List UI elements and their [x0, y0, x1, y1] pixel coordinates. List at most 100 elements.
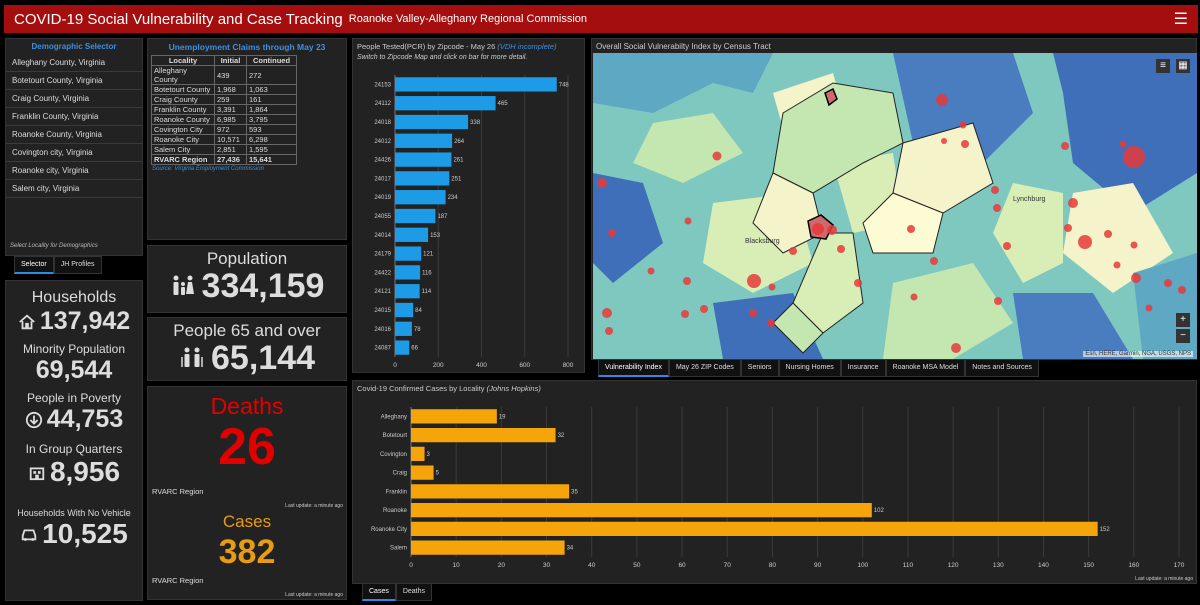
locality-item[interactable]: Salem city, Virginia [6, 180, 142, 198]
table-header-row: Locality Initial Continued [151, 55, 297, 66]
demographic-selector-panel: Demographic Selector Alleghany County, V… [5, 38, 143, 256]
locality-item[interactable]: Covington city, Virginia [6, 144, 142, 162]
minority-value: 69,544 [35, 356, 113, 384]
locality-item[interactable]: Roanoke County, Virginia [6, 126, 142, 144]
x-tick-label: 170 [1174, 562, 1185, 569]
y-tick-label: Covington [380, 452, 407, 458]
locality-item[interactable]: Alleghany County, Virginia [6, 54, 142, 72]
tab-deaths[interactable]: Deaths [395, 583, 433, 601]
x-tick-label: 600 [519, 362, 530, 369]
group-quarters-value: 8,956 [49, 456, 121, 487]
people-65-value-row: 65,144 [148, 341, 346, 375]
vulnerability-map[interactable]: Blacksburg Lynchburg [593, 53, 1197, 359]
zoom-out-button[interactable]: − [1176, 329, 1190, 343]
tab-cases[interactable]: Cases [362, 583, 396, 601]
locality-item[interactable]: Roanoke city, Virginia [6, 162, 142, 180]
table-row: Craig County 259 161 [151, 94, 297, 105]
tab-seniors[interactable]: Seniors [740, 359, 779, 377]
x-tick-label: 110 [903, 562, 914, 569]
column-header: Continued [246, 55, 297, 66]
x-tick-label: 800 [563, 362, 574, 369]
table-row: Roanoke City 10,571 6,298 [151, 134, 297, 145]
poverty-label: People in Poverty [26, 391, 122, 405]
no-vehicle-value: 10,525 [42, 518, 128, 549]
cases-chart-title: Covid-19 Confirmed Cases by Locality [357, 384, 485, 393]
tab-notes-and-sources[interactable]: Notes and Sources [965, 359, 1039, 377]
tested-bar-chart: 0 200 400 600 800 24153 748 24112 465 24018 338 240… [374, 75, 574, 369]
unemployment-table: Locality Initial Continued Alleghany Cou… [151, 55, 297, 165]
x-tick-label: 120 [948, 562, 959, 569]
tested-title: People Tested(PCR) by Zipcode - May 26 [357, 42, 496, 51]
deaths-label: Deaths [210, 393, 284, 419]
bar [395, 77, 557, 92]
cell-locality: Alleghany County [151, 65, 215, 85]
y-tick-label: Botetourt [383, 433, 408, 439]
x-tick-label: 400 [476, 362, 487, 369]
cases-tabs: Cases Deaths [362, 583, 433, 601]
bar [395, 265, 421, 280]
app-title: COVID-19 Social Vulnerability and Case T… [14, 10, 343, 28]
data-label: 3 [427, 452, 431, 458]
x-tick-label: 60 [678, 562, 686, 569]
bar [395, 152, 452, 167]
layers-icon[interactable]: ≡ [1156, 59, 1170, 73]
column-header: Locality [151, 55, 215, 66]
population-panel: Population 334,159 [147, 245, 347, 313]
tab-vulnerability-index[interactable]: Vulnerability Index [598, 359, 669, 377]
building-icon [29, 467, 45, 481]
table-row: Alleghany County 439 272 [151, 65, 297, 85]
bar [395, 302, 414, 318]
tab-jh-profiles[interactable]: JH Profiles [53, 256, 102, 274]
cases-chart-source: (Johns Hopkins) [486, 384, 541, 393]
deaths-cases-panel: Deaths 26 RVARC Region Last update: a mi… [147, 386, 347, 600]
cell-locality: Roanoke City [151, 134, 215, 145]
cell-locality: Craig County [151, 94, 215, 105]
locality-item[interactable]: Botetourt County, Virginia [6, 72, 142, 90]
data-label: 66 [411, 346, 418, 352]
people-65-value: 65,144 [211, 339, 315, 377]
y-tick-label: Franklin [386, 489, 407, 495]
tab-roanoke-msa-model[interactable]: Roanoke MSA Model [885, 359, 966, 377]
cases-chart-last-update: Last update: a minute ago [1135, 576, 1193, 582]
menu-icon[interactable]: ☰ [1173, 11, 1188, 28]
bar [411, 503, 872, 518]
arrow-down-circle-icon [25, 411, 42, 428]
tested-by-zipcode-panel: People Tested(PCR) by Zipcode - May 26 (… [352, 38, 585, 373]
zoom-in-button[interactable]: + [1176, 313, 1190, 327]
map-title: Overall Social Vulnerabilty Index by Cen… [596, 42, 771, 51]
bar [411, 540, 565, 555]
unemployment-source: Source: Virginia Employment Commission [152, 166, 264, 172]
data-label: 116 [422, 270, 432, 276]
cases-value: 382 [218, 533, 276, 571]
map-label-lynchburg: Lynchburg [1013, 196, 1046, 203]
qr-code-icon[interactable]: ▦ [1176, 59, 1190, 73]
no-vehicle-value-row: 10,525 [6, 518, 142, 550]
app-header: COVID-19 Social Vulnerability and Case T… [4, 5, 1198, 33]
bar [411, 465, 434, 480]
cell-locality: RVARC Region [151, 154, 215, 165]
y-tick-label: 24012 [374, 139, 391, 145]
population-value: 334,159 [201, 267, 325, 305]
data-label: 102 [874, 508, 885, 514]
bar [395, 227, 429, 242]
data-label: 187 [437, 214, 448, 220]
tab-nursing-homes[interactable]: Nursing Homes [778, 359, 841, 377]
y-tick-label: 24019 [374, 195, 391, 201]
households-label: Households [31, 289, 117, 306]
bar [411, 409, 497, 424]
map-tabs: Vulnerability Index May 26 ZIP Codes Sen… [598, 359, 1039, 377]
tab-may-26-zip-codes[interactable]: May 26 ZIP Codes [668, 359, 741, 377]
locality-item[interactable]: Franklin County, Virginia [6, 108, 142, 126]
x-tick-label: 130 [993, 562, 1004, 569]
tab-insurance[interactable]: Insurance [840, 359, 886, 377]
y-tick-label: 24018 [374, 120, 391, 126]
y-tick-label: 24015 [374, 308, 391, 314]
map-label-blacksburg: Blacksburg [745, 238, 780, 245]
x-tick-label: 0 [409, 562, 413, 569]
tab-selector[interactable]: Selector [14, 256, 54, 274]
selector-footnote: Select Locality for Demographics [10, 243, 98, 249]
vdh-incomplete-link[interactable]: (VDH incomplete) [497, 42, 557, 51]
x-tick-label: 80 [769, 562, 777, 569]
table-row: Roanoke County 6,985 3,795 [151, 114, 297, 125]
locality-item[interactable]: Craig County, Virginia [6, 90, 142, 108]
